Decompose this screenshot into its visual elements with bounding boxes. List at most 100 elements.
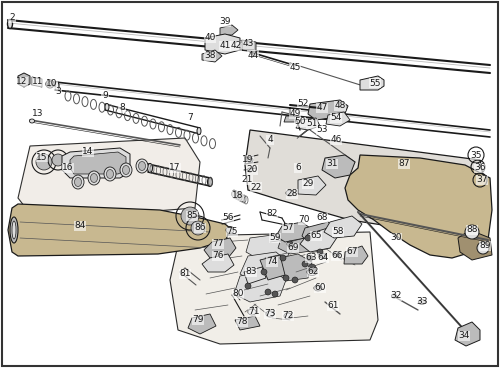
Ellipse shape bbox=[88, 171, 100, 185]
Ellipse shape bbox=[10, 217, 18, 243]
Text: 58: 58 bbox=[332, 227, 344, 237]
Circle shape bbox=[308, 264, 316, 272]
Text: 82: 82 bbox=[266, 209, 278, 219]
Ellipse shape bbox=[392, 294, 396, 298]
Ellipse shape bbox=[148, 163, 152, 173]
Circle shape bbox=[191, 221, 205, 235]
Text: 51: 51 bbox=[306, 120, 318, 128]
Ellipse shape bbox=[320, 254, 326, 258]
Text: 8: 8 bbox=[119, 103, 125, 113]
Circle shape bbox=[305, 235, 311, 241]
Circle shape bbox=[283, 275, 289, 281]
Text: 38: 38 bbox=[204, 52, 216, 60]
Text: 50: 50 bbox=[294, 117, 306, 127]
Text: 56: 56 bbox=[222, 213, 234, 223]
Polygon shape bbox=[220, 25, 238, 35]
Text: 36: 36 bbox=[474, 163, 486, 173]
Ellipse shape bbox=[30, 119, 35, 123]
Text: 22: 22 bbox=[250, 183, 262, 191]
Circle shape bbox=[287, 241, 293, 247]
Circle shape bbox=[265, 289, 271, 295]
Ellipse shape bbox=[307, 269, 317, 276]
Text: 63: 63 bbox=[305, 254, 317, 262]
Text: 41: 41 bbox=[220, 42, 230, 50]
Text: 74: 74 bbox=[266, 258, 278, 266]
Text: 7: 7 bbox=[187, 113, 193, 123]
Text: 88: 88 bbox=[466, 226, 478, 234]
Text: 45: 45 bbox=[290, 64, 300, 72]
Polygon shape bbox=[240, 252, 288, 282]
Text: 28: 28 bbox=[286, 190, 298, 198]
Text: 53: 53 bbox=[316, 125, 328, 134]
Text: 37: 37 bbox=[476, 176, 488, 184]
Text: 69: 69 bbox=[287, 244, 299, 252]
Text: 67: 67 bbox=[346, 248, 358, 256]
Text: 6: 6 bbox=[295, 163, 301, 173]
Polygon shape bbox=[345, 155, 492, 258]
Text: 19: 19 bbox=[242, 156, 254, 164]
Polygon shape bbox=[455, 322, 480, 346]
Text: 39: 39 bbox=[219, 18, 231, 26]
Polygon shape bbox=[300, 228, 338, 252]
Polygon shape bbox=[278, 230, 322, 254]
Text: 14: 14 bbox=[82, 148, 94, 156]
Text: 31: 31 bbox=[326, 159, 338, 169]
Polygon shape bbox=[245, 130, 490, 240]
Text: 64: 64 bbox=[318, 254, 328, 262]
Ellipse shape bbox=[8, 20, 12, 28]
Ellipse shape bbox=[55, 81, 59, 91]
Text: 11: 11 bbox=[32, 78, 44, 86]
Polygon shape bbox=[246, 234, 292, 260]
Text: 21: 21 bbox=[242, 176, 252, 184]
Ellipse shape bbox=[104, 167, 116, 181]
Polygon shape bbox=[8, 204, 230, 256]
Text: 72: 72 bbox=[282, 311, 294, 321]
Polygon shape bbox=[234, 270, 286, 302]
Ellipse shape bbox=[72, 175, 84, 189]
Text: 57: 57 bbox=[282, 223, 294, 233]
Text: 61: 61 bbox=[327, 301, 339, 311]
Text: 16: 16 bbox=[62, 163, 74, 173]
Polygon shape bbox=[235, 316, 260, 330]
Ellipse shape bbox=[266, 311, 274, 317]
Text: 78: 78 bbox=[236, 318, 248, 326]
Ellipse shape bbox=[208, 177, 212, 187]
Text: 49: 49 bbox=[290, 110, 300, 118]
Ellipse shape bbox=[122, 166, 130, 174]
Ellipse shape bbox=[248, 309, 256, 315]
Ellipse shape bbox=[307, 255, 313, 261]
Text: 29: 29 bbox=[302, 180, 314, 188]
Text: 33: 33 bbox=[416, 297, 428, 307]
Polygon shape bbox=[324, 216, 362, 238]
Text: 43: 43 bbox=[242, 39, 254, 49]
Text: 76: 76 bbox=[212, 251, 224, 261]
Text: 20: 20 bbox=[246, 166, 258, 174]
Text: 77: 77 bbox=[212, 240, 224, 248]
Polygon shape bbox=[170, 232, 378, 344]
Circle shape bbox=[52, 154, 64, 166]
Circle shape bbox=[280, 255, 286, 261]
Text: 30: 30 bbox=[390, 234, 402, 243]
Circle shape bbox=[302, 261, 308, 267]
Text: 81: 81 bbox=[179, 269, 191, 279]
Text: 70: 70 bbox=[298, 216, 310, 224]
Text: 35: 35 bbox=[470, 151, 482, 159]
Text: 52: 52 bbox=[298, 99, 308, 107]
Polygon shape bbox=[244, 267, 266, 284]
Text: 3: 3 bbox=[55, 88, 61, 96]
Text: 46: 46 bbox=[330, 135, 342, 145]
Ellipse shape bbox=[418, 300, 426, 304]
Polygon shape bbox=[242, 40, 256, 52]
Circle shape bbox=[307, 255, 313, 261]
Text: 89: 89 bbox=[479, 241, 491, 251]
Ellipse shape bbox=[12, 221, 16, 239]
Circle shape bbox=[261, 269, 267, 275]
Text: 80: 80 bbox=[232, 290, 244, 298]
Polygon shape bbox=[298, 176, 326, 195]
Polygon shape bbox=[32, 77, 42, 87]
Text: 65: 65 bbox=[310, 231, 322, 241]
Text: 13: 13 bbox=[32, 109, 44, 117]
Ellipse shape bbox=[464, 330, 468, 336]
Text: 85: 85 bbox=[186, 212, 198, 220]
Circle shape bbox=[245, 283, 251, 289]
